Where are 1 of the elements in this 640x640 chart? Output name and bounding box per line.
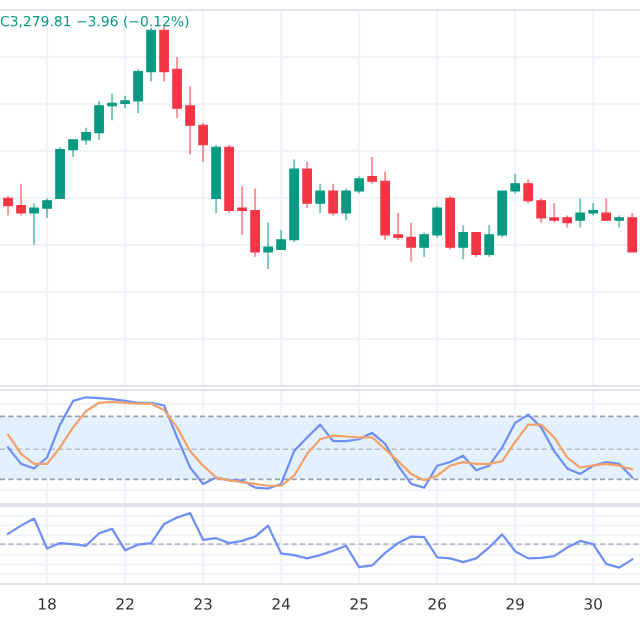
candlestick — [471, 231, 482, 258]
